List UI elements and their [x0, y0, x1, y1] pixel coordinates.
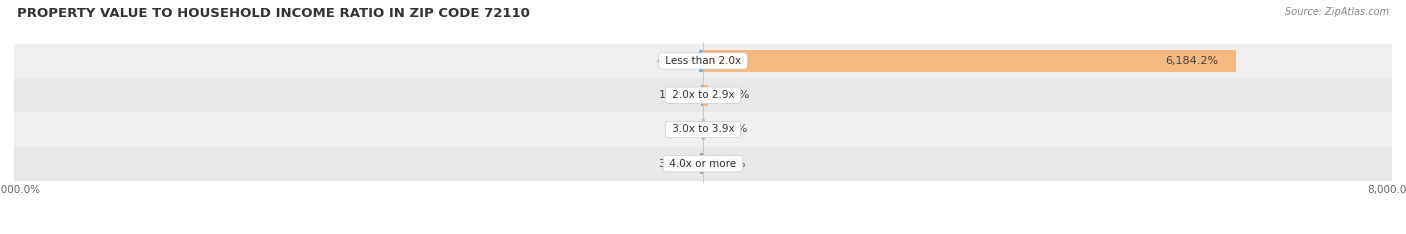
- Text: 12.0%: 12.0%: [711, 159, 747, 169]
- Bar: [703, 84, 707, 106]
- Bar: [14, 44, 1392, 78]
- Text: 6,184.2%: 6,184.2%: [1166, 56, 1219, 66]
- Text: 4.0x or more: 4.0x or more: [666, 159, 740, 169]
- Bar: [703, 50, 1236, 72]
- Text: Less than 2.0x: Less than 2.0x: [662, 56, 744, 66]
- Bar: [703, 119, 704, 140]
- Bar: [700, 153, 703, 174]
- Bar: [699, 50, 703, 72]
- Text: 2.0x to 2.9x: 2.0x to 2.9x: [669, 90, 737, 100]
- Text: 55.4%: 55.4%: [714, 90, 749, 100]
- Bar: [702, 84, 703, 106]
- Bar: [14, 146, 1392, 181]
- Bar: [14, 112, 1392, 146]
- Text: 31.7%: 31.7%: [658, 159, 693, 169]
- Text: 43.9%: 43.9%: [657, 56, 692, 66]
- Bar: [14, 78, 1392, 112]
- Text: 3.0x to 3.9x: 3.0x to 3.9x: [669, 124, 737, 135]
- Text: 18.4%: 18.4%: [659, 90, 695, 100]
- Text: Source: ZipAtlas.com: Source: ZipAtlas.com: [1285, 7, 1389, 17]
- Text: PROPERTY VALUE TO HOUSEHOLD INCOME RATIO IN ZIP CODE 72110: PROPERTY VALUE TO HOUSEHOLD INCOME RATIO…: [17, 7, 530, 20]
- Text: 23.0%: 23.0%: [711, 124, 747, 135]
- Text: 6.1%: 6.1%: [668, 124, 696, 135]
